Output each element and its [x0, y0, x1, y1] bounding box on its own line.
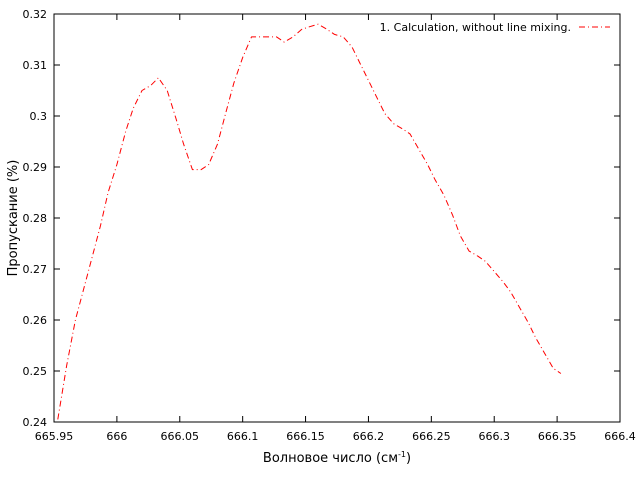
x-tick-label: 666.1: [227, 430, 259, 443]
y-tick-label: 0.29: [23, 161, 48, 174]
x-tick-label: 666.2: [353, 430, 385, 443]
legend: 1. Calculation, without line mixing.: [380, 21, 610, 34]
x-axis-title-superscript: -1: [398, 450, 406, 459]
y-tick-label: 0.25: [23, 365, 48, 378]
series-layer: [57, 23, 562, 420]
x-tick-label: 666.15: [286, 430, 325, 443]
x-tick-label: 666: [106, 430, 127, 443]
y-axis: 0.24 0.25 0.26 0.27 0.28 0.29 0.3 0.31 0.32: [23, 8, 620, 429]
y-tick-label: 0.28: [23, 212, 48, 225]
y-axis-title: Пропускание (%): [6, 160, 21, 277]
y-tick-label: 0.32: [23, 8, 48, 21]
x-tick-label: 665.95: [35, 430, 74, 443]
x-axis: 665.95 666 666.05 666.1 666.15 666.2 666.25 666…: [35, 14, 636, 443]
y-tick-label: 0.27: [23, 263, 48, 276]
x-tick-label: 666.3: [478, 430, 510, 443]
x-tick-label: 666.05: [161, 430, 200, 443]
y-tick-label: 0.3: [30, 110, 48, 123]
y-tick-label: 0.31: [23, 59, 48, 72]
x-axis-title: Волновое число (см-1): [263, 450, 411, 466]
y-tick-label: 0.26: [23, 314, 48, 327]
series-line-0: [57, 23, 562, 420]
legend-label: 1. Calculation, without line mixing.: [380, 21, 571, 34]
x-tick-label: 666.25: [412, 430, 451, 443]
y-tick-label: 0.24: [23, 416, 48, 429]
x-tick-label: 666.35: [538, 430, 577, 443]
plot-area-border: [53, 13, 621, 423]
x-tick-label: 666.4: [604, 430, 636, 443]
